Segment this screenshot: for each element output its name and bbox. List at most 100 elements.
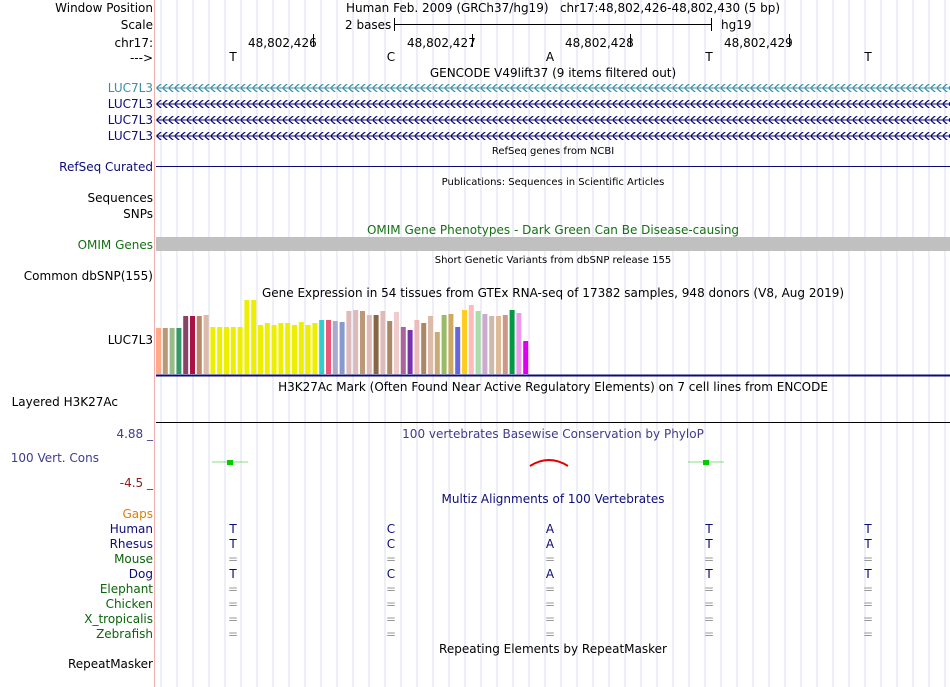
dbsnp-track-label[interactable]: Common dbSNP(155) [23,269,153,283]
gtex-bar[interactable] [183,316,189,374]
gtex-bar[interactable] [230,327,236,374]
gtex-bar[interactable] [298,322,304,374]
gtex-bar[interactable] [496,316,501,374]
gtex-bar[interactable] [217,327,223,374]
species-label[interactable]: Elephant [99,582,153,596]
gtex-bar[interactable] [285,323,291,374]
gtex-bar[interactable] [271,325,277,374]
gtex-bar[interactable] [244,300,250,374]
gtex-bar[interactable] [407,330,413,374]
snps-label[interactable]: SNPs [123,207,153,221]
gtex-bar[interactable] [400,327,406,374]
gtex-bar[interactable] [475,311,481,374]
gencode-gene-3[interactable] [156,116,950,124]
gtex-bar[interactable] [428,316,433,374]
gencode-gene-2[interactable] [156,100,950,108]
gtex-bar[interactable] [305,325,311,374]
gtex-bar[interactable] [360,311,365,374]
multiz-track-title[interactable]: Multiz Alignments of 100 Vertebrates [441,492,665,506]
gencode-gene-models[interactable] [156,80,950,142]
gtex-bar[interactable] [319,320,325,374]
gencode-track-title[interactable]: GENCODE V49lift37 (9 items filtered out) [429,66,677,80]
gtex-bar[interactable] [394,312,399,374]
refseq-track-title[interactable]: RefSeq genes from NCBI [491,146,615,157]
h3k27ac-track-label[interactable]: Layered H3K27Ac [11,395,118,409]
gtex-bar[interactable] [156,328,161,374]
gencode-gene-4[interactable] [156,132,950,140]
gtex-bar-chart[interactable] [156,299,950,377]
h3k27ac-track-title[interactable]: H3K27Ac Mark (Often Found Near Active Re… [278,380,828,394]
gaps-label[interactable]: Gaps [122,507,153,521]
gtex-bar[interactable] [421,323,427,374]
species-label[interactable]: X_tropicalis [84,612,153,626]
gtex-bar[interactable] [203,315,209,374]
scale-bar [395,24,711,25]
species-label[interactable]: Mouse [114,552,153,566]
gencode-item-label-2[interactable]: LUC7L3 [107,97,153,111]
gtex-bar[interactable] [455,327,461,374]
gtex-bar[interactable] [516,313,522,374]
conservation-track-title[interactable]: 100 vertebrates Basewise Conservation by… [402,427,704,441]
gtex-bar[interactable] [312,323,318,374]
refseq-gene-line[interactable] [156,166,950,167]
gtex-bar[interactable] [278,323,284,374]
gencode-item-label-3[interactable]: LUC7L3 [107,113,153,127]
gtex-bar[interactable] [380,311,386,374]
species-label[interactable]: Rhesus [109,537,153,551]
species-label[interactable]: Chicken [105,597,153,611]
species-label[interactable]: Zebrafish [96,627,153,641]
repeatmasker-track-label[interactable]: RepeatMasker [67,657,153,671]
gtex-bar[interactable] [502,315,508,374]
gencode-gene-1[interactable] [156,84,950,92]
gtex-bar[interactable] [482,314,488,374]
gtex-bar[interactable] [448,314,454,374]
gtex-bar[interactable] [346,311,352,374]
gtex-bar[interactable] [224,327,229,374]
gtex-bar[interactable] [176,328,182,374]
gtex-bar[interactable] [210,327,216,374]
omim-gene-bar[interactable] [156,237,950,251]
gtex-bar[interactable] [339,322,345,374]
refseq-track-label[interactable]: RefSeq Curated [59,160,153,174]
omim-track-label[interactable]: OMIM Genes [77,238,153,252]
species-label[interactable]: Human [109,522,153,536]
gtex-track-title[interactable]: Gene Expression in 54 tissues from GTEx … [261,286,845,300]
species-label[interactable]: Dog [128,567,153,581]
alignment-base: T [229,567,237,581]
gtex-bar[interactable] [441,315,447,374]
gtex-bar[interactable] [489,316,495,374]
sequences-label[interactable]: Sequences [87,191,153,205]
gtex-bar[interactable] [162,328,168,374]
conservation-plot[interactable] [156,440,950,490]
gtex-bar[interactable] [373,315,379,374]
omim-track-title[interactable]: OMIM Gene Phenotypes - Dark Green Can Be… [366,223,740,237]
publications-track-title[interactable]: Publications: Sequences in Scientific Ar… [441,177,665,188]
gtex-bar[interactable] [468,305,474,374]
gtex-bar[interactable] [523,341,529,374]
gtex-bar[interactable] [292,325,297,374]
gtex-bar[interactable] [366,315,372,374]
gtex-bar[interactable] [251,300,257,374]
gtex-bar[interactable] [190,316,195,374]
gtex-bar[interactable] [258,325,263,374]
gtex-bar[interactable] [434,332,440,374]
gencode-item-label-1[interactable]: LUC7L3 [107,81,153,95]
conservation-track-label[interactable]: 100 Vert. Cons [10,451,99,465]
gtex-bar[interactable] [509,310,515,374]
gencode-item-label-4[interactable]: LUC7L3 [107,129,153,143]
gtex-bar[interactable] [169,328,175,374]
gtex-bar[interactable] [387,321,393,374]
window-position-text[interactable]: Human Feb. 2009 (GRCh37/hg19) chr17:48,8… [346,1,781,15]
gtex-bar[interactable] [353,310,359,374]
gtex-track-label[interactable]: LUC7L3 [107,333,153,347]
gtex-bar[interactable] [462,310,467,374]
gtex-bar[interactable] [414,320,420,374]
repeatmasker-track-title[interactable]: Repeating Elements by RepeatMasker [439,642,667,656]
alignment-base: C [386,567,396,581]
dbsnp-track-title[interactable]: Short Genetic Variants from dbSNP releas… [434,255,672,266]
gtex-bar[interactable] [264,323,270,374]
gtex-bar[interactable] [326,320,331,374]
gtex-bar[interactable] [332,321,338,374]
gtex-bar[interactable] [237,327,243,374]
gtex-bar[interactable] [196,316,202,374]
